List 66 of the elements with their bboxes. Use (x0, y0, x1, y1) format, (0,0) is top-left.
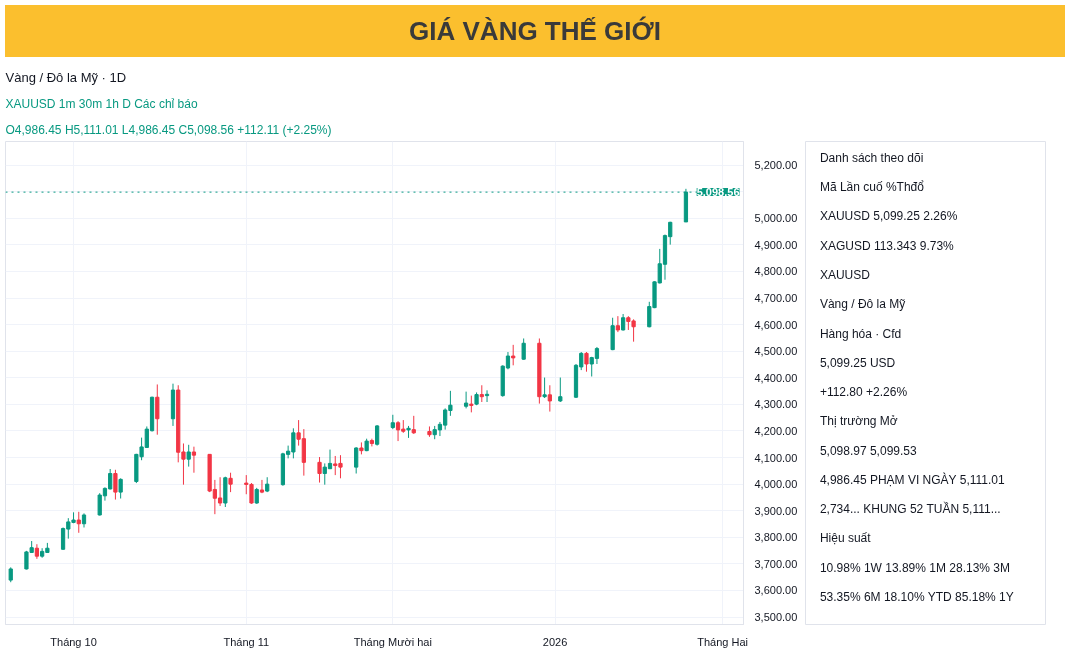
candlestick (354, 446, 359, 475)
y-tick-label: 3,700.00 (754, 557, 798, 570)
text: 5,099.25 USD (819, 355, 896, 370)
y-tick-label: 3,500.00 (754, 611, 798, 624)
y-tick-label: 5,000.00 (754, 212, 798, 225)
text: Mã Lần cuố %Thđổ (819, 180, 925, 195)
candlestick (76, 511, 81, 534)
text: 4,986.45 PHẠM VI NGÀY 5,111.01 (819, 471, 1005, 487)
ref-line-label: 5,098.56 (696, 186, 740, 199)
y-tick-label: 4,900.00 (754, 238, 798, 251)
text: Vàng / Đô la Mỹ (819, 297, 906, 312)
candlestick (542, 377, 547, 399)
x-tick-label: Tháng 11 (223, 635, 270, 648)
candlestick (511, 344, 516, 366)
y-tick-label: 4,200.00 (754, 424, 798, 437)
candlestick (610, 317, 615, 351)
y-tick-label: 3,600.00 (754, 584, 798, 597)
text: 2,734... KHUNG 52 TUẦN 5,111... (819, 501, 1001, 517)
candlestick (259, 479, 265, 494)
candlestick (155, 383, 160, 436)
y-tick-label: 4,700.00 (754, 292, 798, 305)
candlestick (228, 472, 233, 493)
candlestick (411, 415, 416, 435)
candlestick (327, 449, 333, 470)
y-tick-label: 4,800.00 (754, 265, 798, 278)
text: Thị trường Mở (819, 414, 898, 429)
text: Hiệu suất (819, 531, 872, 546)
y-tick-label: 5,200.00 (754, 159, 798, 172)
text: XAGUSD 113.343 9.73% (819, 238, 955, 253)
text: XAUUSD 5,099.25 2.26% (819, 209, 958, 224)
y-tick-label: 4,300.00 (754, 398, 798, 411)
x-tick-label: Tháng 10 (50, 635, 97, 648)
text: 10.98% 1W 13.89% 1M 28.13% 3M (819, 560, 1011, 575)
x-tick-label: Tháng Hai (697, 635, 748, 648)
candlestick (191, 446, 197, 474)
text: Danh sách theo dõi (819, 150, 924, 165)
text: O4,986.45 H5,111.01 L4,986.45 C5,098.56 +112.11 (+2.25%) (5, 122, 332, 137)
y-tick-label: 4,000.00 (754, 478, 798, 491)
candlestick (118, 477, 123, 499)
candlestick (463, 391, 469, 409)
y-tick-label: 3,800.00 (754, 531, 798, 544)
y-tick-label: 4,500.00 (754, 345, 798, 358)
candlestick (521, 337, 526, 361)
text: 5,098.97 5,099.53 (819, 443, 917, 458)
y-tick-label: 4,400.00 (754, 371, 798, 384)
text: Hàng hóa · Cfd (819, 326, 902, 341)
candlestick (217, 476, 223, 507)
candlestick (186, 444, 191, 468)
chart-title: GIÁ VÀNG THẾ GIỚI (409, 15, 661, 48)
candlestick (558, 377, 563, 403)
text: 53.35% 6M 18.10% YTD 85.18% 1Y (819, 590, 1014, 605)
chart-subtitle: Vàng / Đô la Mỹ · 1D (5, 69, 127, 85)
candlestick (615, 315, 621, 333)
candlestick (374, 424, 380, 447)
y-tick-label: 3,900.00 (754, 504, 798, 517)
text: XAUUSD 1m 30m 1h D Các chỉ báo (5, 96, 198, 111)
x-tick-label: Tháng Mười hai (353, 635, 432, 648)
y-tick-label: 4,100.00 (754, 451, 798, 464)
candlestick (584, 351, 589, 373)
candlestick (317, 456, 322, 484)
text: +112.80 +2.26% (819, 385, 908, 400)
text: XAUUSD (819, 268, 871, 283)
x-tick-label: 2026 (542, 635, 568, 648)
candlestick (547, 384, 552, 413)
y-tick-label: 4,600.00 (754, 318, 798, 331)
candlestick (113, 469, 118, 501)
